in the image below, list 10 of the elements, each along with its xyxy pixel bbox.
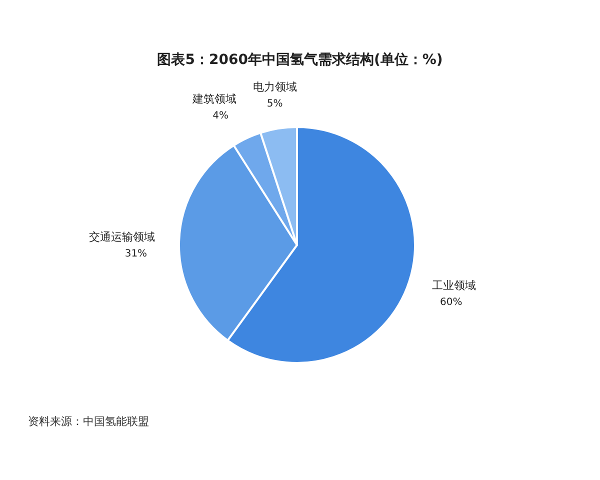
chart-title: 图表5：2060年中国氢气需求结构(单位：%) — [157, 52, 443, 68]
data-label: 5% — [266, 98, 283, 110]
text: 资料来源：中国氢能联盟 — [28, 415, 149, 428]
slice-label: 电力领域 — [252, 80, 297, 94]
slice-label: 工业领域 — [432, 278, 476, 292]
slice-label: 交通运输领域 — [89, 230, 156, 244]
data-label: 4% — [212, 110, 229, 122]
data-label: 31% — [124, 248, 148, 260]
slice-label: 建筑领域 — [192, 92, 237, 106]
data-label: 60% — [440, 296, 462, 308]
